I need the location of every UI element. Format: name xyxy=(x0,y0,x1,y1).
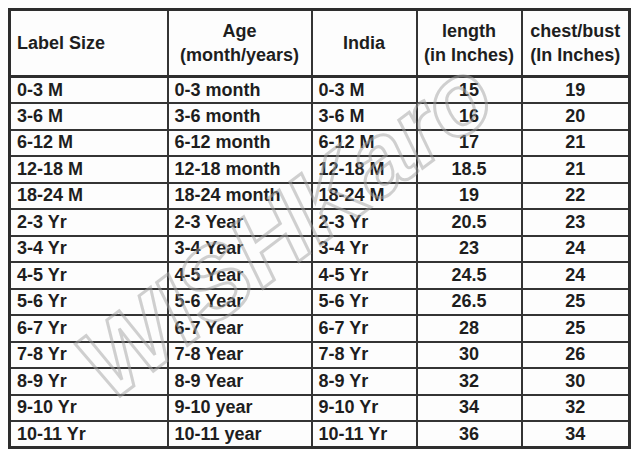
cell-chest_bust: 25 xyxy=(522,315,630,342)
cell-chest_bust: 24 xyxy=(522,236,630,263)
table-row: 12-18 M12-18 month12-18 M18.521 xyxy=(10,156,630,183)
cell-label_size: 6-7 Yr xyxy=(10,315,168,342)
cell-length: 17 xyxy=(417,130,522,157)
size-chart-image: Label SizeAge(month/years)Indialength(in… xyxy=(0,0,640,455)
cell-chest_bust: 20 xyxy=(522,103,630,130)
cell-chest_bust: 22 xyxy=(522,183,630,210)
cell-age: 10-11 year xyxy=(168,421,312,448)
cell-label_size: 9-10 Yr xyxy=(10,395,168,422)
table-row: 7-8 Yr7-8 Year7-8 Yr3026 xyxy=(10,342,630,369)
cell-label_size: 0-3 M xyxy=(10,77,168,104)
cell-age: 0-3 month xyxy=(168,77,312,104)
cell-india: 9-10 Yr xyxy=(312,395,417,422)
cell-label_size: 10-11 Yr xyxy=(10,421,168,448)
header-row: Label SizeAge(month/years)Indialength(in… xyxy=(10,10,630,77)
cell-length: 26.5 xyxy=(417,289,522,316)
table-row: 5-6 Yr5-6 Year5-6 Yr26.525 xyxy=(10,289,630,316)
cell-india: 5-6 Yr xyxy=(312,289,417,316)
cell-chest_bust: 32 xyxy=(522,395,630,422)
cell-length: 23 xyxy=(417,236,522,263)
cell-chest_bust: 24 xyxy=(522,262,630,289)
table-row: 18-24 M18-24 month18-24 M1922 xyxy=(10,183,630,210)
cell-age: 6-7 Year xyxy=(168,315,312,342)
cell-length: 15 xyxy=(417,77,522,104)
cell-length: 36 xyxy=(417,421,522,448)
cell-age: 8-9 Year xyxy=(168,368,312,395)
cell-label_size: 3-6 M xyxy=(10,103,168,130)
cell-age: 3-4 Year xyxy=(168,236,312,263)
cell-india: 8-9 Yr xyxy=(312,368,417,395)
cell-india: 0-3 M xyxy=(312,77,417,104)
table-row: 3-4 Yr3-4 Year3-4 Yr2324 xyxy=(10,236,630,263)
cell-chest_bust: 34 xyxy=(522,421,630,448)
cell-age: 3-6 month xyxy=(168,103,312,130)
cell-age: 7-8 Year xyxy=(168,342,312,369)
cell-length: 28 xyxy=(417,315,522,342)
table-row: 3-6 M3-6 month3-6 M1620 xyxy=(10,103,630,130)
cell-age: 5-6 Year xyxy=(168,289,312,316)
cell-chest_bust: 19 xyxy=(522,77,630,104)
cell-label_size: 18-24 M xyxy=(10,183,168,210)
cell-india: 3-4 Yr xyxy=(312,236,417,263)
cell-age: 12-18 month xyxy=(168,156,312,183)
table-row: 2-3 Yr2-3 Year2-3 Yr20.523 xyxy=(10,209,630,236)
table-row: 8-9 Yr8-9 Year8-9 Yr3230 xyxy=(10,368,630,395)
cell-india: 4-5 Yr xyxy=(312,262,417,289)
cell-age: 6-12 month xyxy=(168,130,312,157)
cell-india: 2-3 Yr xyxy=(312,209,417,236)
col-header-india: India xyxy=(312,10,417,77)
cell-age: 2-3 Year xyxy=(168,209,312,236)
cell-chest_bust: 21 xyxy=(522,156,630,183)
cell-age: 18-24 month xyxy=(168,183,312,210)
cell-label_size: 4-5 Yr xyxy=(10,262,168,289)
cell-length: 16 xyxy=(417,103,522,130)
col-header-length: length(in Inches) xyxy=(417,10,522,77)
cell-label_size: 2-3 Yr xyxy=(10,209,168,236)
cell-label_size: 8-9 Yr xyxy=(10,368,168,395)
table-row: 0-3 M0-3 month0-3 M1519 xyxy=(10,77,630,104)
cell-india: 6-12 M xyxy=(312,130,417,157)
cell-length: 32 xyxy=(417,368,522,395)
cell-length: 19 xyxy=(417,183,522,210)
cell-age: 4-5 Year xyxy=(168,262,312,289)
col-header-chest_bust: chest/bust(In Inches) xyxy=(522,10,630,77)
cell-chest_bust: 26 xyxy=(522,342,630,369)
table-row: 6-7 Yr6-7 Year6-7 Yr2825 xyxy=(10,315,630,342)
col-header-age: Age(month/years) xyxy=(168,10,312,77)
cell-length: 34 xyxy=(417,395,522,422)
cell-india: 6-7 Yr xyxy=(312,315,417,342)
cell-age: 9-10 year xyxy=(168,395,312,422)
cell-india: 7-8 Yr xyxy=(312,342,417,369)
cell-length: 18.5 xyxy=(417,156,522,183)
cell-length: 30 xyxy=(417,342,522,369)
cell-chest_bust: 30 xyxy=(522,368,630,395)
size-chart-table: Label SizeAge(month/years)Indialength(in… xyxy=(8,8,631,449)
cell-india: 12-18 M xyxy=(312,156,417,183)
cell-chest_bust: 21 xyxy=(522,130,630,157)
cell-length: 20.5 xyxy=(417,209,522,236)
table-row: 4-5 Yr4-5 Year4-5 Yr24.524 xyxy=(10,262,630,289)
cell-india: 3-6 M xyxy=(312,103,417,130)
cell-label_size: 3-4 Yr xyxy=(10,236,168,263)
cell-label_size: 12-18 M xyxy=(10,156,168,183)
table-row: 10-11 Yr10-11 year10-11 Yr3634 xyxy=(10,421,630,448)
cell-chest_bust: 25 xyxy=(522,289,630,316)
cell-label_size: 7-8 Yr xyxy=(10,342,168,369)
cell-india: 18-24 M xyxy=(312,183,417,210)
cell-india: 10-11 Yr xyxy=(312,421,417,448)
col-header-label_size: Label Size xyxy=(10,10,168,77)
table-row: 9-10 Yr9-10 year9-10 Yr3432 xyxy=(10,395,630,422)
cell-label_size: 6-12 M xyxy=(10,130,168,157)
table-header: Label SizeAge(month/years)Indialength(in… xyxy=(10,10,630,77)
cell-label_size: 5-6 Yr xyxy=(10,289,168,316)
table-body: 0-3 M0-3 month0-3 M15193-6 M3-6 month3-6… xyxy=(10,77,630,448)
table-row: 6-12 M6-12 month6-12 M1721 xyxy=(10,130,630,157)
cell-length: 24.5 xyxy=(417,262,522,289)
cell-chest_bust: 23 xyxy=(522,209,630,236)
